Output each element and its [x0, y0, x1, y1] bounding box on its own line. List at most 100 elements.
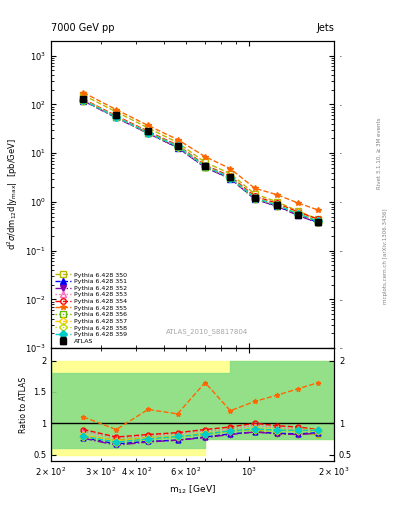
Pythia 6.428 358 [296, 211, 300, 217]
Pythia 6.428 356 [296, 211, 300, 217]
Pythia 6.428 353 [203, 163, 208, 169]
Pythia 6.428 352 [175, 144, 180, 151]
Pythia 6.428 354 [114, 113, 119, 119]
Pythia 6.428 355 [316, 207, 321, 213]
Pythia 6.428 353 [175, 143, 180, 149]
X-axis label: m$_{12}$ [GeV]: m$_{12}$ [GeV] [169, 484, 216, 496]
Pythia 6.428 350 [316, 216, 321, 222]
Pythia 6.428 358 [316, 219, 321, 225]
Pythia 6.428 357 [228, 174, 233, 180]
Pythia 6.428 353 [316, 217, 321, 223]
Pythia 6.428 355 [114, 106, 119, 113]
Pythia 6.428 356 [114, 114, 119, 120]
Pythia 6.428 359 [296, 211, 300, 217]
Pythia 6.428 357 [316, 218, 321, 224]
Pythia 6.428 358 [146, 130, 151, 136]
Pythia 6.428 358 [81, 97, 86, 103]
Pythia 6.428 357 [275, 202, 280, 208]
Pythia 6.428 359 [114, 114, 119, 120]
Pythia 6.428 356 [81, 97, 86, 103]
Pythia 6.428 356 [275, 202, 280, 208]
Pythia 6.428 352 [114, 115, 119, 121]
Pythia 6.428 358 [228, 175, 233, 181]
Line: Pythia 6.428 353: Pythia 6.428 353 [81, 97, 321, 223]
Pythia 6.428 354 [275, 200, 280, 206]
Pythia 6.428 359 [203, 163, 208, 169]
Pythia 6.428 359 [146, 130, 151, 136]
Line: Pythia 6.428 354: Pythia 6.428 354 [81, 96, 321, 222]
Pythia 6.428 356 [175, 144, 180, 150]
Pythia 6.428 350 [114, 109, 119, 115]
Line: Pythia 6.428 350: Pythia 6.428 350 [81, 92, 321, 222]
Pythia 6.428 357 [203, 163, 208, 169]
Text: Jets: Jets [316, 23, 334, 33]
Pythia 6.428 350 [253, 191, 257, 197]
Line: Pythia 6.428 356: Pythia 6.428 356 [81, 97, 321, 224]
Pythia 6.428 350 [228, 170, 233, 177]
Pythia 6.428 352 [316, 220, 321, 226]
Pythia 6.428 352 [253, 196, 257, 202]
Pythia 6.428 357 [81, 97, 86, 103]
Y-axis label: d$^2\sigma$/dm$_{12}$d|y$_{\mathrm{max}}$|  [pb/GeV]: d$^2\sigma$/dm$_{12}$d|y$_{\mathrm{max}}… [5, 139, 20, 250]
Pythia 6.428 357 [114, 114, 119, 120]
Pythia 6.428 354 [146, 129, 151, 135]
Pythia 6.428 358 [175, 144, 180, 150]
Pythia 6.428 358 [203, 163, 208, 169]
Pythia 6.428 352 [146, 130, 151, 136]
Pythia 6.428 352 [81, 98, 86, 104]
Line: Pythia 6.428 351: Pythia 6.428 351 [81, 98, 321, 225]
Pythia 6.428 356 [253, 195, 257, 201]
Pythia 6.428 359 [275, 202, 280, 208]
Pythia 6.428 355 [203, 154, 208, 160]
Pythia 6.428 353 [296, 209, 300, 216]
Pythia 6.428 352 [203, 164, 208, 170]
Pythia 6.428 354 [228, 173, 233, 179]
Pythia 6.428 352 [296, 212, 300, 219]
Pythia 6.428 358 [253, 196, 257, 202]
Pythia 6.428 355 [175, 137, 180, 143]
Pythia 6.428 350 [296, 208, 300, 214]
Pythia 6.428 350 [81, 92, 86, 98]
Pythia 6.428 351 [253, 196, 257, 202]
Pythia 6.428 350 [203, 159, 208, 165]
Y-axis label: Ratio to ATLAS: Ratio to ATLAS [18, 376, 28, 433]
Pythia 6.428 353 [253, 194, 257, 200]
Line: Pythia 6.428 355: Pythia 6.428 355 [81, 90, 321, 213]
Pythia 6.428 352 [275, 203, 280, 209]
Line: Pythia 6.428 352: Pythia 6.428 352 [81, 98, 321, 226]
Pythia 6.428 354 [296, 209, 300, 215]
Pythia 6.428 359 [316, 218, 321, 224]
Pythia 6.428 355 [228, 165, 233, 172]
Pythia 6.428 357 [296, 210, 300, 216]
Pythia 6.428 353 [146, 129, 151, 135]
Pythia 6.428 354 [316, 216, 321, 222]
Pythia 6.428 351 [175, 144, 180, 151]
Pythia 6.428 353 [81, 97, 86, 103]
Pythia 6.428 351 [296, 212, 300, 218]
Pythia 6.428 351 [114, 114, 119, 120]
Text: 7000 GeV pp: 7000 GeV pp [51, 23, 115, 33]
Pythia 6.428 359 [175, 143, 180, 150]
Pythia 6.428 355 [146, 122, 151, 129]
Pythia 6.428 353 [114, 113, 119, 119]
Pythia 6.428 357 [175, 143, 180, 149]
Pythia 6.428 351 [275, 203, 280, 209]
Pythia 6.428 356 [228, 175, 233, 181]
Text: ATLAS_2010_S8817804: ATLAS_2010_S8817804 [165, 328, 248, 334]
Pythia 6.428 356 [146, 130, 151, 136]
Pythia 6.428 351 [81, 97, 86, 103]
Pythia 6.428 350 [146, 125, 151, 131]
Pythia 6.428 351 [316, 219, 321, 225]
Pythia 6.428 350 [275, 199, 280, 205]
Pythia 6.428 355 [296, 200, 300, 206]
Pythia 6.428 355 [81, 90, 86, 96]
Pythia 6.428 357 [146, 129, 151, 135]
Pythia 6.428 351 [228, 176, 233, 182]
Text: Rivet 3.1.10, ≥ 3M events: Rivet 3.1.10, ≥ 3M events [377, 118, 382, 189]
Legend: Pythia 6.428 350, Pythia 6.428 351, Pythia 6.428 352, Pythia 6.428 353, Pythia 6: Pythia 6.428 350, Pythia 6.428 351, Pyth… [54, 271, 129, 345]
Pythia 6.428 357 [253, 195, 257, 201]
Pythia 6.428 351 [146, 130, 151, 136]
Pythia 6.428 355 [253, 185, 257, 191]
Pythia 6.428 358 [275, 203, 280, 209]
Pythia 6.428 355 [275, 191, 280, 198]
